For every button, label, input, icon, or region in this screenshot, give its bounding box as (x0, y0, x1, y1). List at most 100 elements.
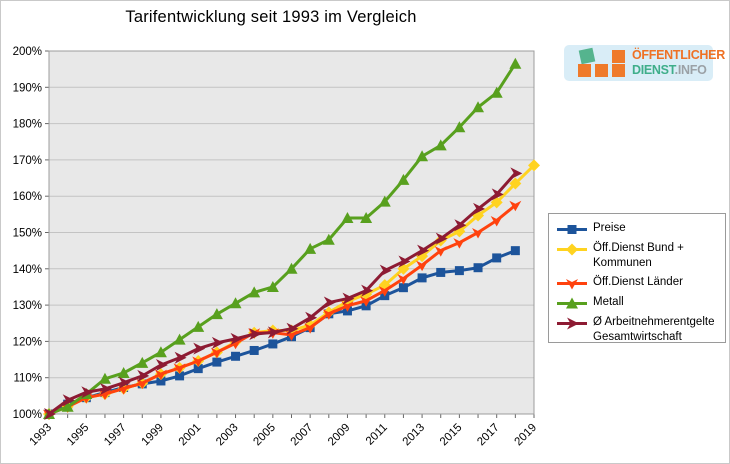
data-point-marker (304, 323, 317, 334)
data-point-marker (305, 311, 318, 324)
y-tick-label: 200% (13, 46, 42, 58)
legend-item-öff-dienst-bund-kommunen: Öff.Dienst Bund + Kommunen (557, 241, 719, 270)
data-point-marker (473, 202, 486, 215)
data-point-marker (528, 159, 540, 172)
plot-border (48, 50, 535, 415)
data-point-marker (230, 332, 243, 345)
legend-marker-icon (557, 243, 587, 256)
legend-label: Ø Arbeitnehmerentgelte Gesamtwirtschaft (593, 316, 715, 343)
data-point-marker (231, 351, 241, 361)
x-tick-label: 2015 (438, 422, 465, 449)
data-point-marker (398, 255, 411, 268)
legend-marker-icon (557, 297, 587, 309)
data-point-marker (378, 286, 391, 297)
series-metall (43, 57, 522, 419)
data-point-marker (193, 342, 206, 355)
data-point-marker (304, 242, 317, 254)
data-point-marker (266, 280, 279, 292)
legend-label: Öff.Dienst Länder (593, 276, 683, 288)
data-point-marker (490, 216, 503, 227)
data-point-marker (434, 139, 447, 151)
data-point-marker (211, 336, 224, 349)
legend-label: Öff.Dienst Bund + Kommunen (593, 242, 684, 269)
data-point-marker (453, 238, 466, 249)
data-point-marker (322, 309, 335, 320)
series-öff-dienst-länder (43, 200, 522, 420)
data-point-marker (510, 246, 520, 256)
data-point-marker (267, 326, 280, 339)
data-point-marker (285, 262, 298, 274)
data-point-marker (360, 296, 373, 307)
legend: Preise Öff.Dienst Bund + Kommunen Öff.Diens… (548, 213, 726, 343)
y-tick-label: 150% (13, 228, 42, 240)
data-point-marker (510, 167, 523, 180)
y-tick-label: 190% (13, 82, 42, 94)
data-point-marker (473, 263, 483, 273)
data-point-marker (453, 121, 466, 133)
data-point-marker (361, 284, 374, 297)
data-point-marker (416, 150, 429, 162)
data-point-marker (136, 378, 149, 390)
data-point-marker (229, 297, 242, 309)
x-tick-label: 2009 (326, 422, 353, 449)
data-point-marker (417, 273, 427, 283)
data-point-marker (44, 408, 56, 420)
data-point-marker (137, 369, 150, 382)
x-tick-label: 2019 (513, 422, 540, 449)
data-point-marker (472, 228, 485, 239)
data-point-marker (509, 177, 522, 190)
legend-item--arbeitnehmerentgelte-gesamtwirtschaft: Ø Arbeitnehmerentgelte Gesamtwirtschaft (557, 315, 719, 344)
data-point-marker (173, 363, 186, 374)
data-point-marker (118, 376, 131, 389)
y-tick-label: 180% (13, 119, 42, 131)
data-point-marker (173, 333, 186, 345)
legend-item-preise: Preise (557, 221, 719, 236)
data-point-marker (154, 369, 167, 381)
data-point-marker (417, 244, 430, 257)
logo-text: ÖFFENTLICHER DIENST.INFO (632, 48, 725, 78)
logo-line2-gray: .INFO (674, 63, 707, 77)
data-point-marker (175, 371, 185, 381)
y-tick-label: 140% (13, 264, 42, 276)
x-tick-label: 2001 (177, 422, 204, 449)
data-point-marker (341, 211, 354, 223)
legend-marker-icon (557, 317, 587, 330)
data-point-marker (492, 253, 502, 263)
data-point-marker (99, 382, 112, 395)
x-tick-label: 2005 (251, 422, 278, 449)
data-point-marker (286, 322, 299, 335)
data-point-marker (491, 188, 504, 201)
data-point-marker (210, 347, 223, 359)
data-point-marker (360, 211, 373, 223)
x-tick-label: 2013 (401, 422, 428, 449)
data-point-marker (192, 320, 205, 332)
chart-title: Tarifentwicklung seit 1993 im Vergleich (125, 8, 417, 26)
data-point-marker (156, 376, 166, 386)
data-point-marker (249, 345, 259, 355)
data-point-marker (472, 101, 485, 113)
data-point-marker (436, 267, 446, 277)
data-point-marker (341, 301, 354, 312)
data-point-marker (398, 283, 408, 293)
y-tick-label: 110% (13, 373, 42, 385)
data-point-marker (379, 264, 392, 277)
oeffentlicher-dienst-logo: ÖFFENTLICHER DIENST.INFO (564, 45, 725, 81)
data-point-marker (62, 394, 75, 407)
data-point-marker (174, 351, 187, 364)
logo-line2-green: DIENST (632, 63, 675, 77)
logo-line1: ÖFFENTLICHER (632, 48, 725, 62)
data-point-marker (323, 296, 336, 309)
data-point-marker (509, 57, 522, 69)
y-tick-label: 120% (13, 336, 42, 348)
logo-squares-icon (578, 47, 628, 77)
data-point-marker (249, 328, 262, 341)
data-point-marker (490, 86, 503, 98)
legend-label: Preise (593, 222, 626, 234)
data-point-marker (61, 400, 74, 412)
legend-item-öff-dienst-länder: Öff.Dienst Länder (557, 275, 719, 290)
data-point-marker (193, 364, 203, 374)
x-tick-label: 1997 (102, 422, 129, 449)
data-point-marker (229, 338, 242, 350)
